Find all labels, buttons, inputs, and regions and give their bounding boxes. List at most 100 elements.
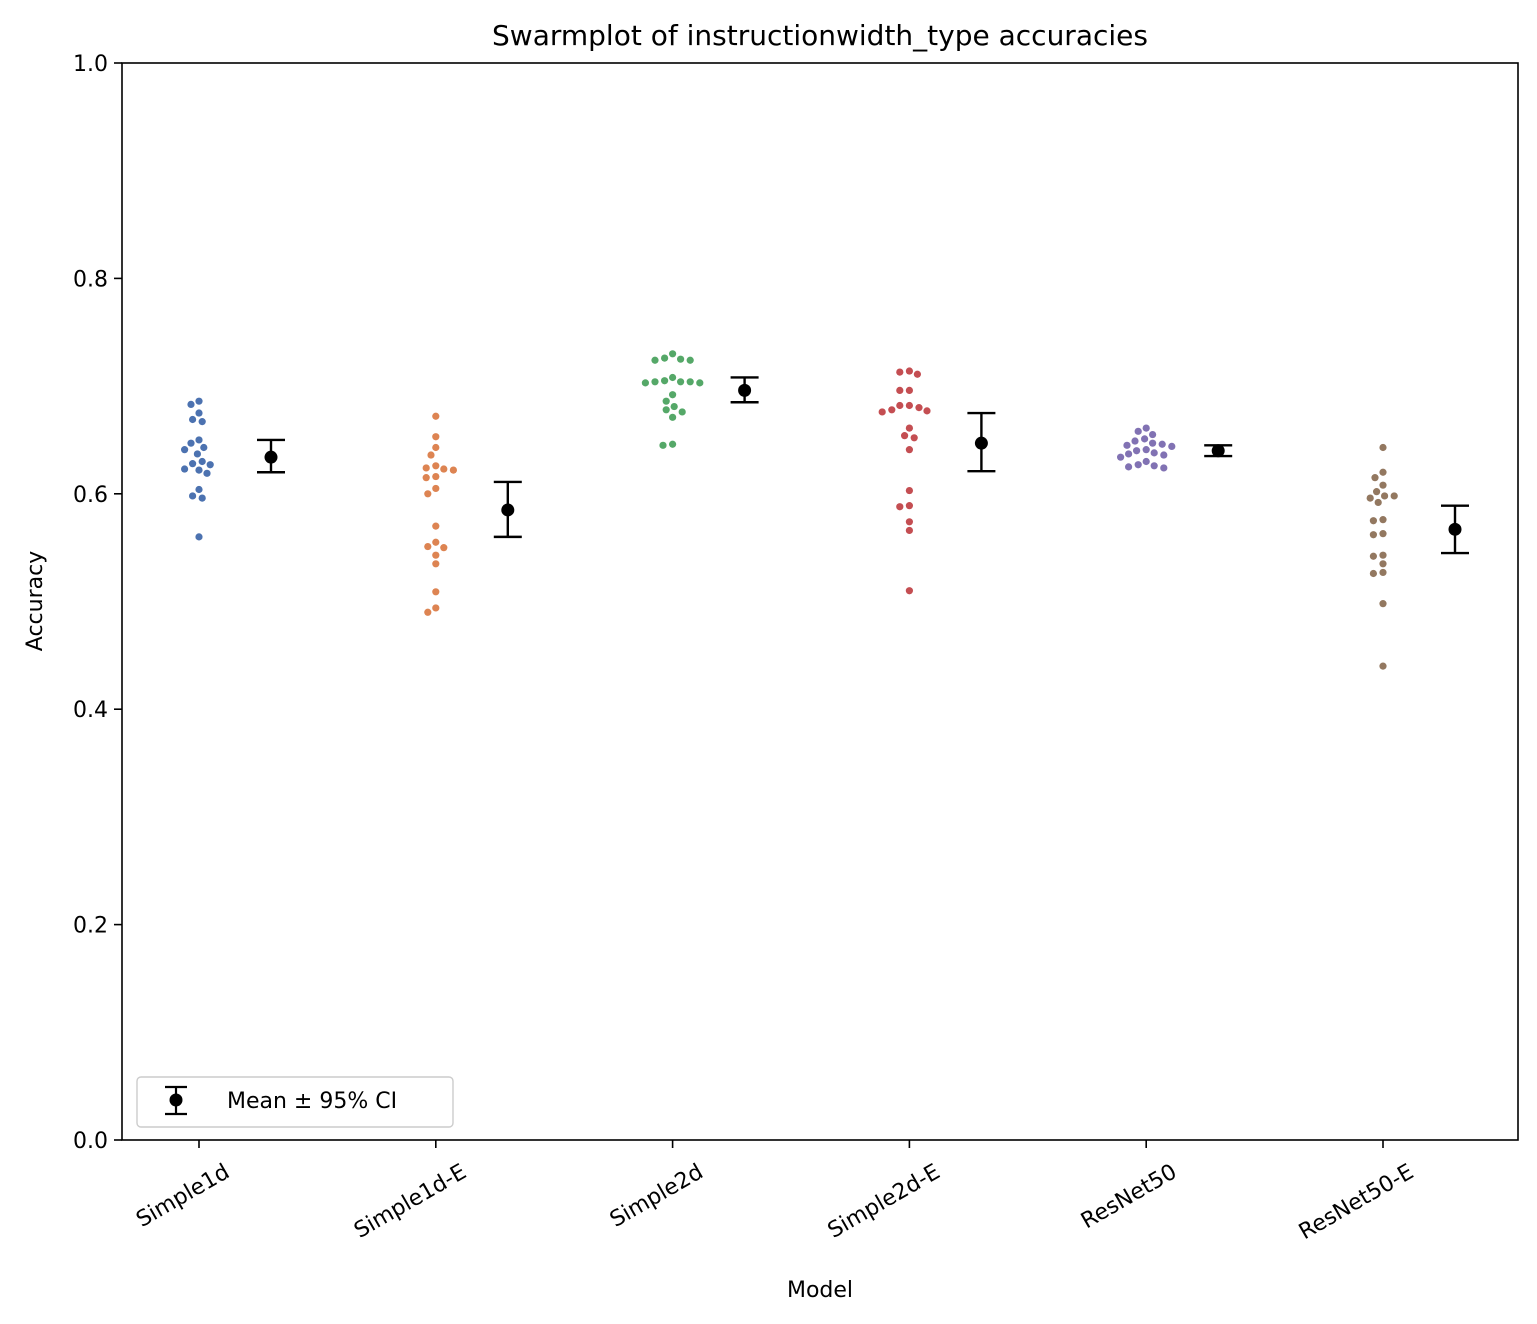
swarm-point <box>1142 424 1150 432</box>
swarm-point <box>905 446 914 454</box>
swarm-point <box>422 464 430 472</box>
swarm-point <box>669 391 677 399</box>
swarm-point <box>923 407 931 415</box>
swarm-point <box>901 432 909 440</box>
swarm-point <box>424 608 432 616</box>
swarm-point <box>678 408 686 416</box>
mean-marker <box>738 383 752 397</box>
swarm-point <box>1158 440 1166 448</box>
swarm-point <box>449 466 457 474</box>
swarm-point <box>686 356 694 364</box>
y-tick-label: 0.0 <box>73 1129 108 1154</box>
swarm-point <box>1379 443 1387 452</box>
swarm-point <box>1366 494 1374 502</box>
swarm-point <box>432 588 440 596</box>
swarm-point <box>661 354 669 362</box>
x-tick-label: Simple1d-E <box>350 1160 471 1244</box>
swarm-point <box>910 434 918 442</box>
swarm-point <box>677 378 685 386</box>
x-tick-label: Simple2d-E <box>824 1160 945 1244</box>
swarm-point <box>1149 430 1157 439</box>
swarm-point <box>422 474 430 482</box>
swarm-point <box>905 367 914 375</box>
swarm-point <box>1379 551 1387 559</box>
swarm-point <box>203 469 211 477</box>
swarm-point <box>1369 531 1377 539</box>
swarm-point <box>888 406 896 414</box>
swarm-point <box>195 436 203 444</box>
y-axis-title: Accuracy <box>23 551 48 651</box>
swarm-point <box>187 439 195 447</box>
swarm-point <box>1125 450 1133 458</box>
chart-title: Swarmplot of instructionwidth_type accur… <box>492 19 1148 52</box>
y-tick-label: 0.4 <box>73 698 108 723</box>
y-tick-label: 0.2 <box>73 914 108 939</box>
swarm-point <box>669 440 677 448</box>
swarm-point <box>1142 457 1150 466</box>
swarm-point <box>1141 435 1149 443</box>
swarm-point <box>200 443 208 452</box>
swarm-point <box>1369 569 1377 578</box>
y-tick-label: 1.0 <box>73 52 108 77</box>
swarm-point <box>905 587 914 595</box>
swarm-point <box>1134 427 1142 435</box>
swarm-point <box>432 604 440 612</box>
swarm-point <box>432 522 440 530</box>
swarm-point <box>424 542 432 551</box>
swarm-point <box>669 373 677 382</box>
swarm-point <box>896 503 904 511</box>
x-tick-label: ResNet50 <box>1077 1160 1181 1235</box>
legend: Mean ± 95% CI <box>136 1076 454 1128</box>
swarm-point <box>677 355 685 363</box>
swarm-point <box>661 377 669 385</box>
swarm-point <box>1150 462 1158 470</box>
mean-marker <box>501 503 515 517</box>
swarm-point <box>1150 449 1158 457</box>
swarm-point <box>432 462 440 470</box>
swarm-point <box>896 368 904 376</box>
swarm-point <box>432 433 440 441</box>
swarm-point <box>905 486 914 495</box>
swarm-point <box>427 451 435 459</box>
swarm-point <box>440 544 448 552</box>
swarm-point <box>669 350 677 358</box>
y-tick-label: 0.6 <box>73 483 108 508</box>
swarm-point <box>878 408 886 416</box>
swarm-point <box>651 356 659 364</box>
swarm-point <box>905 518 914 526</box>
swarm-point <box>181 465 189 473</box>
swarm-point <box>1373 488 1381 496</box>
swarm-point <box>905 401 914 410</box>
swarm-point <box>905 526 914 535</box>
swarm-point <box>1379 568 1387 577</box>
swarm-point <box>1379 516 1387 524</box>
legend-mean-marker <box>169 1093 183 1107</box>
swarm-point <box>432 443 440 452</box>
swarm-point <box>198 494 206 502</box>
x-tick-label: ResNet50-E <box>1295 1160 1418 1246</box>
x-tick-label: Simple1d <box>132 1160 234 1233</box>
swarm-point <box>195 397 203 405</box>
swarm-point <box>1379 600 1387 608</box>
swarm-point <box>1168 442 1176 451</box>
swarm-point <box>913 370 922 378</box>
swarm-point <box>432 551 440 559</box>
swarm-point <box>195 485 203 494</box>
swarm-point <box>432 412 440 420</box>
swarm-point <box>696 379 704 387</box>
swarm-point <box>195 409 203 417</box>
swarm-point <box>641 379 650 387</box>
swarm-point <box>659 441 667 449</box>
swarm-point <box>1379 560 1387 568</box>
swarm-point <box>189 460 197 468</box>
swarm-point <box>1123 441 1131 449</box>
swarm-point <box>1379 468 1387 476</box>
swarm-point <box>1125 463 1133 471</box>
swarm-point <box>1390 492 1398 500</box>
swarm-point <box>1371 474 1379 482</box>
swarm-point <box>651 378 659 386</box>
swarm-point <box>915 404 923 412</box>
swarm-point <box>195 533 203 541</box>
y-tick-label: 0.8 <box>73 267 108 292</box>
